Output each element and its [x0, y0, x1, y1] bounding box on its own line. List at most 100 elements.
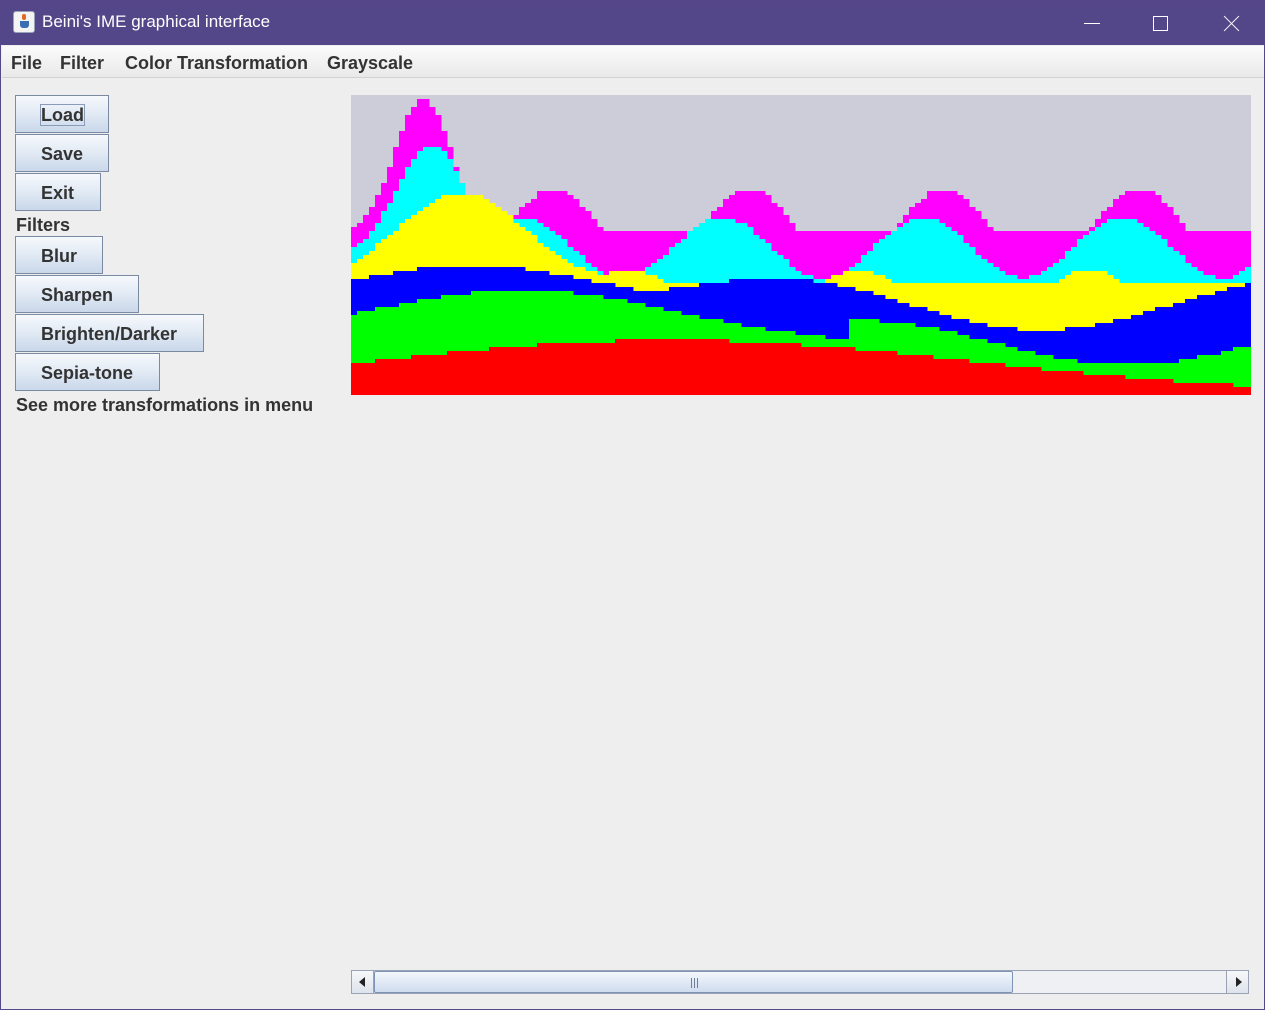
red-band-column: [963, 359, 970, 395]
red-band-column: [489, 347, 496, 395]
red-band-column: [741, 343, 748, 395]
red-band-column: [789, 343, 796, 395]
green-band-column: [387, 307, 394, 395]
red-band-column: [435, 355, 442, 395]
red-band-column: [837, 347, 844, 395]
brighten-darker-button[interactable]: Brighten/Darker: [15, 314, 204, 352]
scroll-left-button[interactable]: [352, 971, 374, 993]
red-band-column: [1197, 383, 1204, 395]
green-band-column: [447, 295, 454, 395]
red-band-column: [921, 355, 928, 395]
more-transformations-label: See more transformations in menu: [16, 395, 314, 415]
green-band-column: [471, 291, 478, 395]
red-band-column: [1203, 383, 1210, 395]
green-band-column: [489, 291, 496, 395]
red-band-column: [777, 343, 784, 395]
red-band-column: [747, 343, 754, 395]
red-band-column: [1053, 371, 1060, 395]
red-band-column: [891, 351, 898, 395]
sharpen-button[interactable]: Sharpen: [15, 275, 139, 313]
red-band-column: [1047, 371, 1054, 395]
blue-band-column: [1137, 315, 1144, 395]
red-band-column: [1215, 383, 1222, 395]
blue-band-column: [1113, 319, 1120, 395]
red-band-column: [855, 351, 862, 395]
green-band-column: [1239, 347, 1246, 395]
menu-grayscale[interactable]: Grayscale: [327, 53, 414, 73]
blue-band-column: [1095, 323, 1102, 395]
blue-band-column: [1197, 295, 1204, 395]
red-band-column: [1161, 379, 1168, 395]
red-band-column: [429, 355, 436, 395]
menu-filter[interactable]: Filter: [60, 53, 105, 73]
red-band-column: [795, 343, 802, 395]
blue-band-column: [1089, 327, 1096, 395]
blue-band-column: [1101, 323, 1108, 395]
red-band-column: [447, 351, 454, 395]
red-band-column: [549, 343, 556, 395]
blue-band-column: [1131, 315, 1138, 395]
save-button[interactable]: Save: [15, 134, 109, 172]
menu-file[interactable]: File: [11, 53, 43, 73]
red-band-column: [555, 343, 562, 395]
red-band-column: [879, 351, 886, 395]
menu-color-transformation[interactable]: Color Transformation: [125, 53, 309, 73]
red-band-column: [951, 359, 958, 395]
red-band-column: [759, 343, 766, 395]
red-band-column: [729, 343, 736, 395]
red-band-column: [375, 359, 382, 395]
red-band-column: [831, 347, 838, 395]
scroll-right-button[interactable]: [1226, 971, 1248, 993]
horizontal-scrollbar[interactable]: [351, 970, 1249, 994]
red-band-column: [1227, 383, 1234, 395]
green-band-column: [1179, 359, 1186, 395]
red-band-column: [567, 343, 574, 395]
red-band-column: [735, 343, 742, 395]
red-band-column: [1023, 367, 1030, 395]
green-band-column: [405, 303, 412, 395]
red-band-column: [939, 359, 946, 395]
red-band-column: [1035, 367, 1042, 395]
red-band-column: [411, 355, 418, 395]
green-band-column: [1227, 351, 1234, 395]
red-band-column: [1125, 379, 1132, 395]
red-band-column: [525, 347, 532, 395]
red-band-column: [453, 351, 460, 395]
red-band-column: [1071, 371, 1078, 395]
arrow-left-icon: [359, 977, 365, 987]
sepia-tone-button[interactable]: Sepia-tone: [15, 353, 160, 391]
red-band-column: [765, 343, 772, 395]
blue-band-column: [1233, 287, 1240, 395]
blur-button[interactable]: Blur: [15, 236, 103, 274]
red-band-column: [657, 339, 664, 395]
green-band-column: [1173, 363, 1180, 395]
red-band-column: [621, 339, 628, 395]
exit-button[interactable]: Exit: [15, 173, 101, 211]
red-band-column: [423, 355, 430, 395]
red-band-column: [495, 347, 502, 395]
red-band-column: [699, 339, 706, 395]
close-button[interactable]: [1207, 1, 1253, 45]
blue-band-column: [1221, 291, 1228, 395]
red-band-column: [753, 343, 760, 395]
minimize-icon: [1084, 23, 1100, 24]
menu-bar: File Filter Color Transformation Graysca…: [2, 46, 1264, 78]
title-bar[interactable]: Beini's IME graphical interface: [1, 1, 1264, 45]
load-button[interactable]: Load: [15, 95, 109, 133]
blue-band-column: [1191, 299, 1198, 395]
green-band-column: [393, 307, 400, 395]
red-band-column: [1017, 367, 1024, 395]
maximize-button[interactable]: [1137, 1, 1183, 45]
image-display: [351, 95, 1251, 395]
green-band-column: [411, 303, 418, 395]
minimize-button[interactable]: [1068, 1, 1114, 45]
red-band-column: [981, 363, 988, 395]
red-band-column: [1179, 383, 1186, 395]
green-band-column: [375, 307, 382, 395]
red-band-column: [399, 359, 406, 395]
green-band-column: [483, 291, 490, 395]
green-band-column: [417, 299, 424, 395]
red-band-column: [639, 339, 646, 395]
scroll-thumb[interactable]: [374, 971, 1013, 993]
red-band-column: [915, 355, 922, 395]
